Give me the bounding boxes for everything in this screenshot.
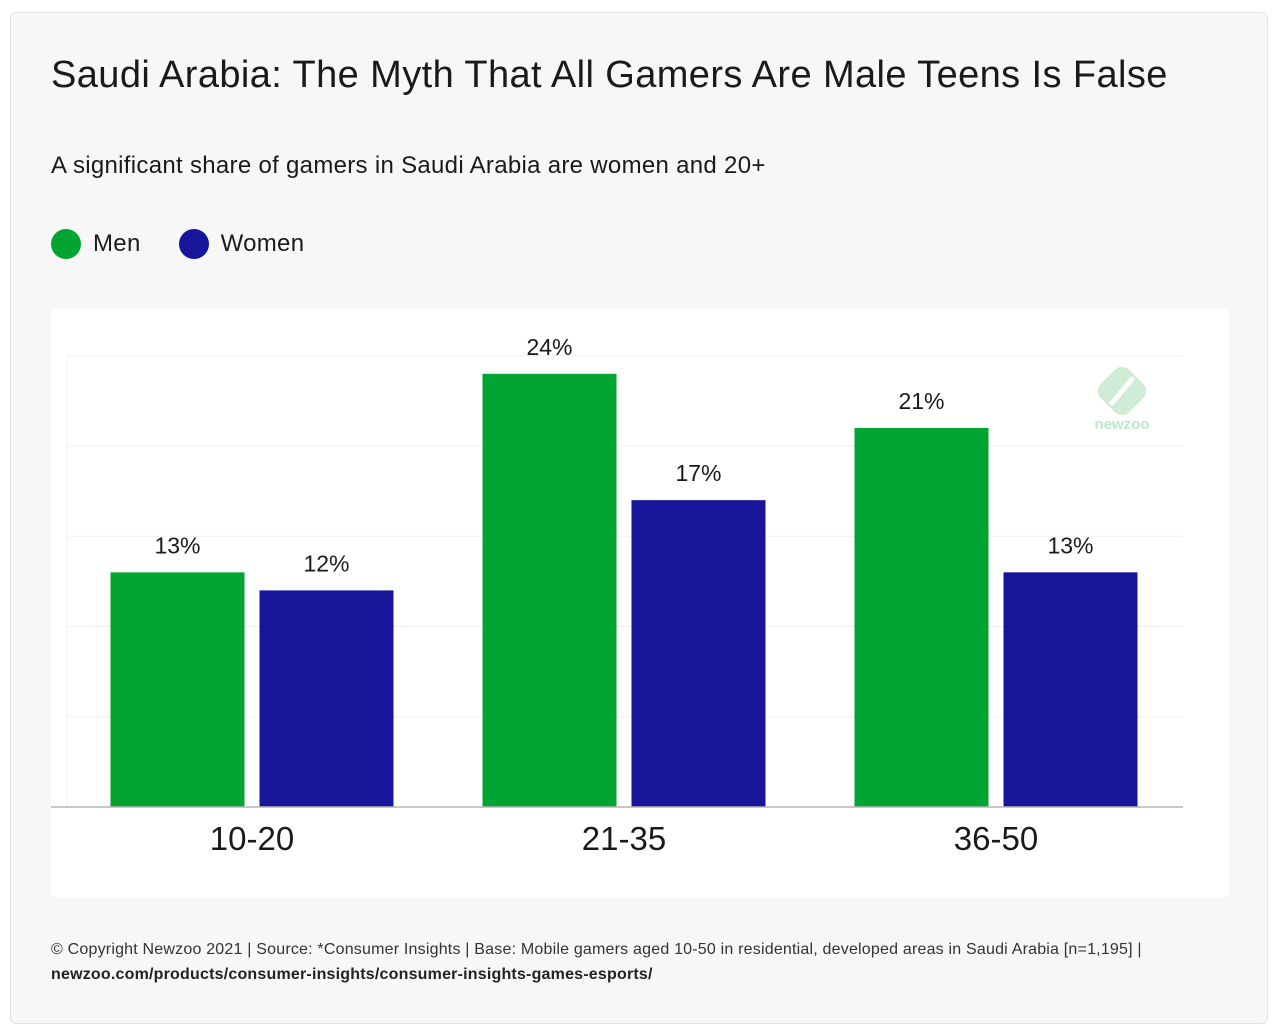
bar-women-36-50 <box>1003 572 1138 807</box>
watermark-text: newzoo <box>1095 416 1150 433</box>
legend-label-men: Men <box>93 230 141 257</box>
data-label-women-21-35: 17% <box>675 460 721 486</box>
legend-item-women: Women <box>178 229 305 259</box>
footer-link[interactable]: newzoo.com/products/consumer-insights/co… <box>51 966 653 983</box>
data-label-women-10-20: 12% <box>303 550 349 576</box>
legend-item-men: Men <box>51 229 141 259</box>
legend-swatch-men <box>51 229 81 259</box>
bar-women-10-20 <box>259 590 394 807</box>
bar-chart: newzoo 13% 12% 10-20 24% 17% 21-35 21% 13% 36-50 <box>51 334 1183 857</box>
legend: Men Women <box>51 229 342 259</box>
x-tick-label-21-35: 21-35 <box>582 820 666 857</box>
data-label-women-36-50: 13% <box>1047 532 1093 558</box>
newzoo-logo-icon <box>1097 366 1147 416</box>
data-label-men-21-35: 24% <box>526 334 572 360</box>
bar-women-21-35 <box>631 500 766 807</box>
chart-title: Saudi Arabia: The Myth That All Gamers A… <box>51 54 1168 96</box>
plot-area: newzoo 13% 12% 10-20 24% 17% 21-35 21% 13% 36-50 <box>51 309 1229 898</box>
legend-label-women: Women <box>220 230 305 257</box>
bar-men-10-20 <box>110 572 245 807</box>
x-tick-label-36-50: 36-50 <box>954 820 1038 857</box>
x-tick-label-10-20: 10-20 <box>210 820 294 857</box>
chart-card: Saudi Arabia: The Myth That All Gamers A… <box>10 12 1268 1024</box>
data-label-men-36-50: 21% <box>898 388 944 414</box>
chart-subtitle: A significant share of gamers in Saudi A… <box>51 152 766 179</box>
legend-swatch-women <box>178 229 209 259</box>
bar-men-21-35 <box>482 373 617 807</box>
bar-men-36-50 <box>854 427 989 807</box>
footer-source-text: © Copyright Newzoo 2021 | Source: *Consu… <box>51 941 1142 958</box>
footer: © Copyright Newzoo 2021 | Source: *Consu… <box>51 937 1231 987</box>
data-label-men-10-20: 13% <box>154 532 200 558</box>
